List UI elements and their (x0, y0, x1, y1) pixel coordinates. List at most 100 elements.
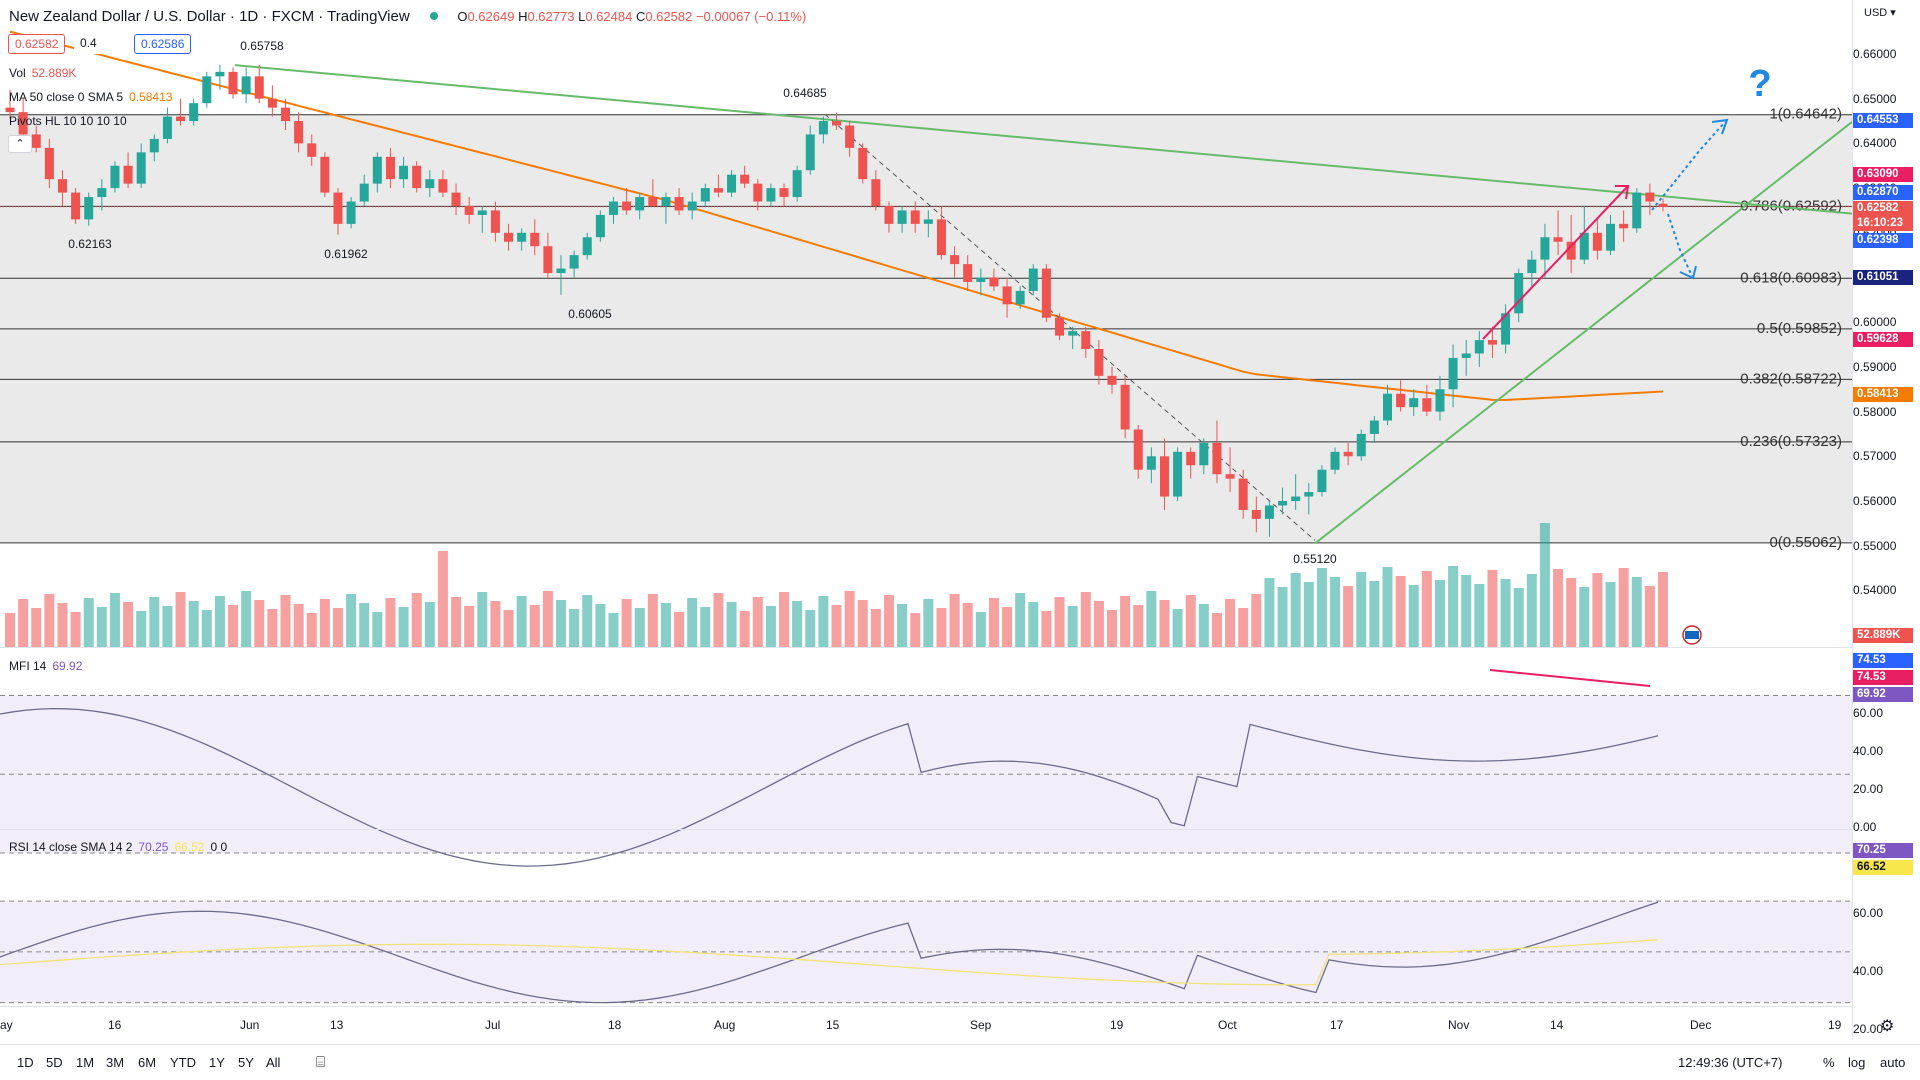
candle-body (1133, 429, 1143, 470)
volume-bar (516, 596, 527, 648)
volume-bar (162, 606, 173, 648)
volume-bar (1343, 586, 1354, 648)
volume-bar (372, 612, 383, 648)
candle-body (897, 210, 907, 224)
pivot-label: 0.62163 (68, 237, 112, 251)
range-button-3m[interactable]: 3M (106, 1055, 125, 1070)
volume-bar (1500, 579, 1511, 648)
candle-body (740, 174, 750, 184)
price-label-badge: 52.889K (1853, 628, 1913, 643)
candle-body (451, 192, 461, 206)
rsi-tick-label: 20.00 (1853, 1022, 1884, 1036)
auto-scale-toggle[interactable]: auto (1880, 1055, 1906, 1070)
range-button-5y[interactable]: 5Y (238, 1055, 254, 1070)
range-button-1d[interactable]: 1D (17, 1055, 34, 1070)
volume-bar (1553, 569, 1564, 648)
price-tick-label: 0.65000 (1853, 91, 1897, 106)
pane-divider-mfi[interactable] (0, 647, 1852, 648)
candle-body (31, 134, 41, 148)
volume-bar (136, 611, 147, 648)
candle-body (1579, 232, 1589, 260)
volume-bar (1408, 585, 1419, 648)
volume-bar (1579, 587, 1590, 648)
candle-body (254, 76, 264, 99)
settings-gear-icon[interactable]: ⚙ (1880, 1018, 1895, 1035)
volume-bar (608, 613, 619, 648)
percent-scale-toggle[interactable]: % (1823, 1055, 1835, 1070)
volume-bar (818, 596, 829, 648)
price-label-badge: 0.64553 (1853, 113, 1913, 128)
pivots-legend[interactable]: Pivots HL 10 10 10 10 (9, 114, 127, 128)
volume-legend[interactable]: Vol 52.889K (9, 66, 77, 80)
time-tick-label: 19 (1110, 1018, 1124, 1032)
forecast-down-arrow (1667, 213, 1693, 277)
volume-bar (1211, 613, 1222, 648)
volume-bar (1382, 567, 1393, 648)
volume-bar (306, 613, 317, 648)
range-button-1y[interactable]: 1Y (209, 1055, 225, 1070)
sell-price-button[interactable]: 0.62582 (8, 34, 66, 54)
candle-body (1645, 192, 1655, 202)
currency-menu[interactable]: USD ▾ (1864, 7, 1896, 19)
candle-body (1356, 433, 1366, 457)
volume-bar (5, 613, 15, 648)
ma-legend[interactable]: MA 50 close 0 SMA 5 0.58413 (9, 90, 173, 104)
time-tick-label: Sep (970, 1018, 992, 1032)
volume-bar (411, 593, 422, 648)
mfi-divergence-arrow (1489, 669, 1651, 687)
volume-bar (57, 603, 68, 648)
buy-price-button[interactable]: 0.62586 (134, 34, 192, 54)
volume-bar (451, 597, 462, 648)
volume-bar (910, 613, 921, 648)
candle-body (84, 197, 94, 220)
volume-bar (621, 599, 632, 648)
candle-body (464, 205, 474, 215)
range-button-all[interactable]: All (266, 1055, 281, 1070)
range-button-5d[interactable]: 5D (46, 1055, 63, 1070)
time-tick-label: Oct (1218, 1018, 1237, 1032)
volume-bar (713, 593, 724, 648)
candle-body (1448, 357, 1458, 390)
volume-bar (1120, 596, 1131, 648)
range-button-6m[interactable]: 6M (138, 1055, 157, 1070)
log-scale-toggle[interactable]: log (1848, 1055, 1866, 1070)
clock-timezone[interactable]: 12:49:36 (UTC+7) (1678, 1055, 1783, 1070)
volume-bar (96, 607, 107, 648)
date-range-calendar-icon[interactable]: ⌸ (316, 1054, 326, 1071)
rsi-legend[interactable]: RSI 14 close SMA 14 2 70.25 66.52 0 0 (9, 840, 228, 854)
volume-bar (83, 598, 94, 648)
candle-body (1383, 393, 1392, 421)
volume-bar (529, 605, 540, 648)
volume-bar (647, 594, 658, 648)
pivot-label: 0.64685 (783, 86, 827, 100)
mfi-legend[interactable]: MFI 14 69.92 (9, 659, 83, 673)
volume-bar (1434, 580, 1445, 648)
candle-body (1199, 442, 1209, 466)
volume-bar (1185, 595, 1196, 648)
range-button-1m[interactable]: 1M (76, 1055, 95, 1070)
volume-bar (726, 602, 737, 648)
candle-body (228, 71, 238, 95)
candle-body (622, 201, 632, 211)
volume-bar (293, 604, 304, 648)
candle-body (1015, 290, 1025, 305)
volume-bar (1316, 568, 1327, 648)
candle-body (215, 71, 225, 77)
volume-bar (1644, 586, 1655, 648)
collapse-legend-chevron-up-icon[interactable]: ⌃ (8, 135, 32, 153)
range-button-ytd[interactable]: YTD (170, 1055, 196, 1070)
pane-divider-rsi[interactable] (0, 829, 1852, 830)
symbol-title[interactable]: New Zealand Dollar / U.S. Dollar · 1D · … (9, 8, 410, 25)
candle-body (1435, 389, 1445, 412)
price-label-badge: 0.63090 (1853, 167, 1913, 182)
trend-arrow-head (1615, 185, 1630, 200)
candle-body (753, 183, 763, 202)
mfi-line (0, 707, 1659, 867)
volume-bar (1093, 601, 1104, 648)
volume-bar (1448, 566, 1459, 648)
candle-body (1081, 331, 1091, 350)
rsi-sma-line (0, 939, 1659, 986)
ascending-trendline (1314, 121, 1853, 545)
volume-bar (385, 598, 396, 648)
